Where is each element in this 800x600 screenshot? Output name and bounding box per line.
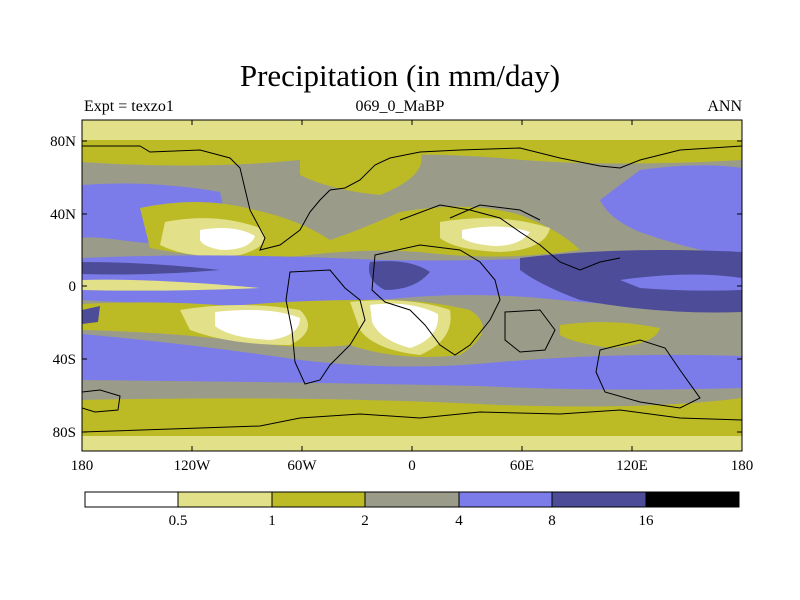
lon-label-180w: 180 (71, 458, 94, 474)
lat-label-0: 0 (69, 279, 77, 295)
lon-ticks (81, 120, 743, 451)
lon-label-120w: 120W (174, 458, 212, 474)
period-label: ANN (707, 98, 742, 115)
colorbar-swatch-6 (645, 491, 740, 508)
colorbar-swatch-3 (364, 491, 460, 508)
coast-australia (595, 339, 701, 409)
colorbar (84, 491, 740, 508)
coast-africa (371, 244, 501, 356)
colorbar-label-1: 1 (268, 513, 276, 529)
field-itcz-gap (620, 274, 742, 291)
colorbar-label-0-5: 0.5 (169, 513, 188, 529)
field-natl-wet (600, 165, 742, 258)
colorbar-label-8: 8 (548, 513, 556, 529)
colorbar-swatch-5 (551, 491, 647, 508)
precipitation-field (82, 120, 742, 451)
coast-india (504, 309, 556, 353)
field-s-storm-track (82, 334, 742, 390)
lat-label-40n: 40N (50, 207, 76, 223)
coast-mediterranean (449, 204, 541, 221)
coast-asia-south (399, 204, 621, 271)
lon-label-60e: 60E (510, 458, 534, 474)
map-title: Precipitation (in mm/day) (239, 58, 561, 93)
field-south-band (82, 398, 742, 443)
lon-label-0: 0 (408, 458, 416, 474)
colorbar-swatch-0 (84, 491, 179, 508)
field-eq-cold-tongue (82, 279, 260, 291)
colorbar-swatch-4 (458, 491, 553, 508)
field-s-desert-2 (370, 303, 439, 348)
coast-south-america (285, 269, 366, 385)
lat-ticks (82, 140, 742, 433)
field-continent-interior (300, 150, 422, 195)
lat-label-40s: 40S (53, 352, 76, 368)
lon-label-120e: 120E (616, 458, 648, 474)
field-antarctic-dry (82, 436, 742, 451)
field-spcz-west (82, 306, 100, 324)
colorbar-label-2: 2 (361, 513, 369, 529)
lat-label-80n: 80N (50, 134, 76, 150)
lat-label-80s: 80S (53, 425, 76, 441)
colorbar-swatch-1 (177, 491, 273, 508)
lon-label-60w: 60W (287, 458, 317, 474)
field-africa-wet (369, 261, 430, 290)
coast-southern-islands (82, 389, 121, 413)
coast-antarctica (82, 409, 742, 433)
coast-north (82, 145, 742, 251)
field-arctic-dry (82, 120, 742, 142)
colorbar-label-16: 16 (639, 513, 655, 529)
colorbar-label-4: 4 (455, 513, 463, 529)
field-n-desert-1 (200, 228, 255, 250)
field-itcz-core-w (82, 262, 220, 275)
experiment-label: Expt = texzo1 (84, 98, 174, 115)
colorbar-swatch-2 (271, 491, 366, 508)
field-s-desert-1 (215, 310, 300, 340)
field-n-desert-2 (462, 226, 530, 246)
coastlines (82, 145, 742, 433)
lon-label-180e: 180 (731, 458, 754, 474)
age-label: 069_0_MaBP (355, 98, 445, 115)
